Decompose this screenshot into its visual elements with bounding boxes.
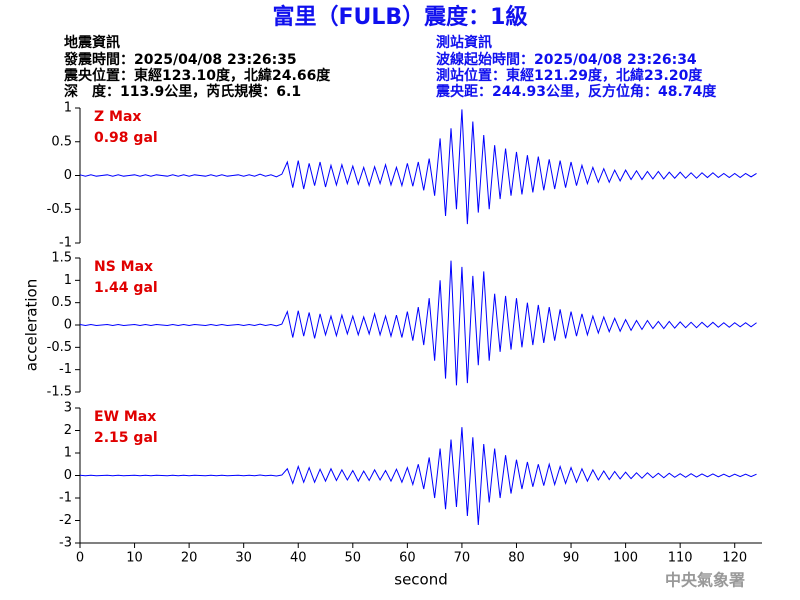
y-tick-label: 0.5 xyxy=(51,134,72,149)
info-right: 波線起始時間：2025/04/08 23:26:34 xyxy=(436,51,697,68)
y-tick-label: 1 xyxy=(64,273,72,288)
y-tick-label: 1 xyxy=(64,101,72,116)
y-tick-label: -0.5 xyxy=(47,340,72,355)
waveform xyxy=(79,427,757,526)
y-tick-label: -1 xyxy=(59,236,72,251)
x-tick-label: 70 xyxy=(454,551,471,566)
panel-max: 2.15 gal xyxy=(94,430,158,446)
x-tick-label: 120 xyxy=(722,551,747,566)
y-tick-label: -1 xyxy=(59,491,72,506)
y-tick-label: 0 xyxy=(64,318,72,333)
y-tick-label: 1.5 xyxy=(51,251,72,266)
x-axis-label: second xyxy=(394,571,448,589)
y-tick-label: -0.5 xyxy=(47,202,72,217)
footer: 中央氣象署 xyxy=(665,571,745,590)
chart-title: 富里（FULB）震度：1級 xyxy=(273,4,528,30)
y-tick-label: 0 xyxy=(64,168,72,183)
x-tick-label: 0 xyxy=(76,551,84,566)
x-tick-label: 90 xyxy=(563,551,580,566)
y-tick-label: -3 xyxy=(59,536,72,551)
info-right: 震央距：244.93公里，反方位角：48.74度 xyxy=(435,83,717,100)
y-tick-label: 0.5 xyxy=(51,295,72,310)
x-tick-label: 80 xyxy=(508,551,525,566)
panel-label: NS Max xyxy=(94,259,153,275)
panel-max: 0.98 gal xyxy=(94,130,158,146)
y-tick-label: -1.5 xyxy=(47,385,72,400)
x-tick-label: 40 xyxy=(290,551,307,566)
y-axis-label: acceleration xyxy=(23,279,41,371)
info-right: 測站資訊 xyxy=(436,34,492,51)
waveform xyxy=(79,260,757,386)
info-left: 震央位置：東經123.10度，北緯24.66度 xyxy=(63,67,331,84)
x-tick-label: 110 xyxy=(668,551,693,566)
x-tick-label: 10 xyxy=(126,551,143,566)
x-tick-label: 30 xyxy=(235,551,252,566)
x-tick-label: 100 xyxy=(613,551,638,566)
panel-max: 1.44 gal xyxy=(94,280,158,296)
info-left: 發震時間：2025/04/08 23:26:35 xyxy=(63,51,297,68)
y-tick-label: -2 xyxy=(59,513,72,528)
y-tick-label: 2 xyxy=(64,423,72,438)
info-left: 地震資訊 xyxy=(64,34,120,51)
y-tick-label: 0 xyxy=(64,468,72,483)
y-tick-label: -1 xyxy=(59,362,72,377)
info-left: 深 度：113.9公里，芮氏規模：6.1 xyxy=(64,83,301,100)
x-tick-label: 60 xyxy=(399,551,416,566)
panel-label: Z Max xyxy=(94,109,141,125)
y-tick-label: 1 xyxy=(64,446,72,461)
info-right: 測站位置：東經121.29度，北緯23.20度 xyxy=(436,67,703,84)
x-tick-label: 20 xyxy=(181,551,198,566)
panel-label: EW Max xyxy=(94,409,156,425)
y-tick-label: 3 xyxy=(64,401,72,416)
waveform xyxy=(79,109,757,225)
x-tick-label: 50 xyxy=(345,551,362,566)
